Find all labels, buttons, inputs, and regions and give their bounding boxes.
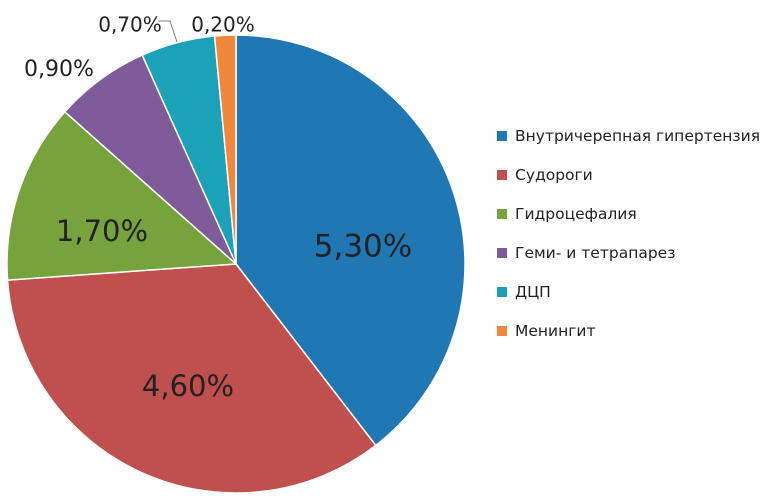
slice-data-label: 0,20% (191, 13, 255, 37)
pie-slices (6, 34, 466, 494)
legend-item: Геми- и тетрапарез (497, 233, 777, 272)
chart-legend: Внутричерепная гипертензия Судороги Гидроц… (497, 116, 777, 350)
legend-label: Внутричерепная гипертензия (515, 126, 761, 145)
legend-label: Судороги (515, 165, 593, 184)
pie-slice (6, 110, 238, 281)
legend-item: Судороги (497, 155, 777, 194)
slice-data-label: 0,70% (98, 13, 162, 37)
legend-item: Менингит (497, 311, 777, 350)
slice-data-label: 0,90% (24, 57, 94, 82)
legend-swatch (497, 169, 507, 180)
slice-data-label: 4,60% (142, 369, 234, 403)
legend-label: ДЦП (515, 282, 551, 301)
pie-slice (235, 34, 466, 447)
leader-lines (158, 20, 178, 43)
slice-labels: 5,30% 4,60% 1,70% 0,90%0,70% 0,20% (24, 13, 412, 404)
slice-data-label: 5,30% (314, 229, 412, 265)
label-leader-line (158, 20, 178, 43)
legend-swatch (497, 247, 507, 258)
slice-data-label: 1,70% (56, 214, 148, 248)
legend-label: Геми- и тетрапарез (515, 243, 676, 262)
legend-item: Внутричерепная гипертензия (497, 116, 777, 155)
legend-swatch (497, 208, 507, 219)
pie-slice (213, 34, 237, 265)
legend-swatch (497, 325, 507, 336)
legend-label: Гидроцефалия (515, 204, 637, 223)
legend-swatch (497, 130, 507, 141)
legend-swatch (497, 286, 507, 297)
pie-slice (6, 263, 377, 494)
legend-label: Менингит (515, 321, 596, 340)
legend-item: Гидроцефалия (497, 194, 777, 233)
legend-item: ДЦП (497, 272, 777, 311)
